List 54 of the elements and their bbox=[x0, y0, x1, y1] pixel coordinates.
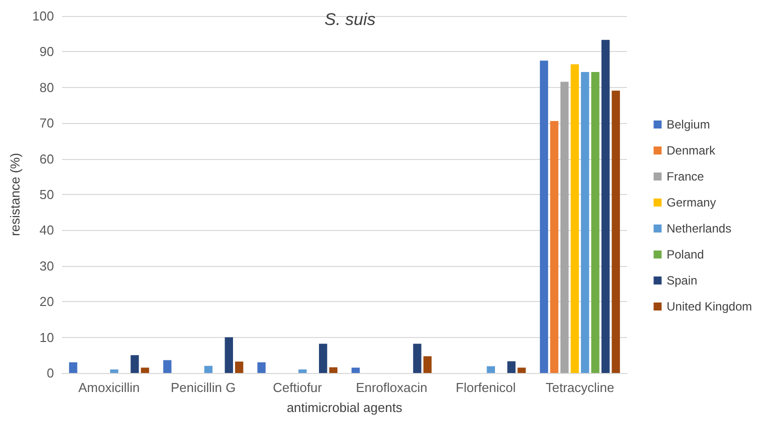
bar bbox=[612, 90, 620, 373]
y-tick-label: 50 bbox=[40, 187, 54, 202]
legend-label: United Kingdom bbox=[666, 300, 752, 314]
y-tick-label: 0 bbox=[46, 366, 54, 380]
y-tick-label: 10 bbox=[40, 330, 54, 345]
legend-label: Germany bbox=[666, 196, 716, 210]
legend-label: Denmark bbox=[666, 144, 716, 158]
bar bbox=[580, 72, 590, 373]
bar bbox=[507, 361, 516, 373]
chart-title: S. suis bbox=[324, 10, 376, 29]
bar bbox=[130, 355, 139, 373]
bar bbox=[601, 40, 610, 373]
y-tick-label: 40 bbox=[40, 222, 54, 238]
bar bbox=[413, 344, 422, 373]
legend-label: Spain bbox=[666, 274, 698, 288]
bar bbox=[224, 337, 234, 373]
y-tick-label: 20 bbox=[40, 294, 54, 310]
x-tick-label: Ceftiofur bbox=[272, 380, 323, 395]
x-tick-label: Florfenicol bbox=[456, 380, 516, 395]
bar bbox=[298, 369, 307, 373]
y-tick-label: 80 bbox=[40, 80, 54, 95]
bar bbox=[486, 366, 495, 373]
bar bbox=[518, 368, 526, 373]
y-tick-label: 60 bbox=[40, 151, 54, 166]
y-tick-label: 30 bbox=[40, 258, 54, 274]
x-axis-title: antimicrobial agents bbox=[286, 400, 403, 415]
legend-label: Belgium bbox=[666, 118, 710, 132]
x-tick-label: Amoxicillin bbox=[78, 380, 140, 395]
bar bbox=[570, 64, 579, 373]
bar bbox=[540, 60, 548, 373]
bar bbox=[591, 72, 600, 373]
legend-label: France bbox=[666, 170, 704, 184]
y-tick-label: 90 bbox=[40, 44, 54, 60]
x-tick-label: Penicillin G bbox=[170, 380, 236, 395]
bar bbox=[110, 369, 118, 373]
legend-label: Poland bbox=[666, 248, 704, 262]
bar bbox=[204, 366, 212, 373]
legend-label: Netherlands bbox=[666, 222, 732, 236]
bar bbox=[257, 362, 266, 373]
bar bbox=[318, 344, 328, 373]
y-axis-title: resistance (%) bbox=[7, 152, 22, 236]
y-tick-label: 100 bbox=[32, 8, 54, 24]
bar bbox=[140, 368, 150, 373]
x-tick-label: Enrofloxacin bbox=[356, 380, 428, 395]
bar bbox=[163, 360, 172, 373]
bar bbox=[560, 82, 569, 373]
bar bbox=[329, 367, 338, 373]
bar bbox=[550, 120, 558, 373]
bar bbox=[69, 362, 78, 373]
bar bbox=[352, 368, 360, 373]
bar bbox=[235, 362, 244, 373]
x-tick-label: Tetracycline bbox=[546, 380, 614, 395]
bar bbox=[423, 356, 432, 373]
y-tick-label: 70 bbox=[40, 116, 54, 131]
